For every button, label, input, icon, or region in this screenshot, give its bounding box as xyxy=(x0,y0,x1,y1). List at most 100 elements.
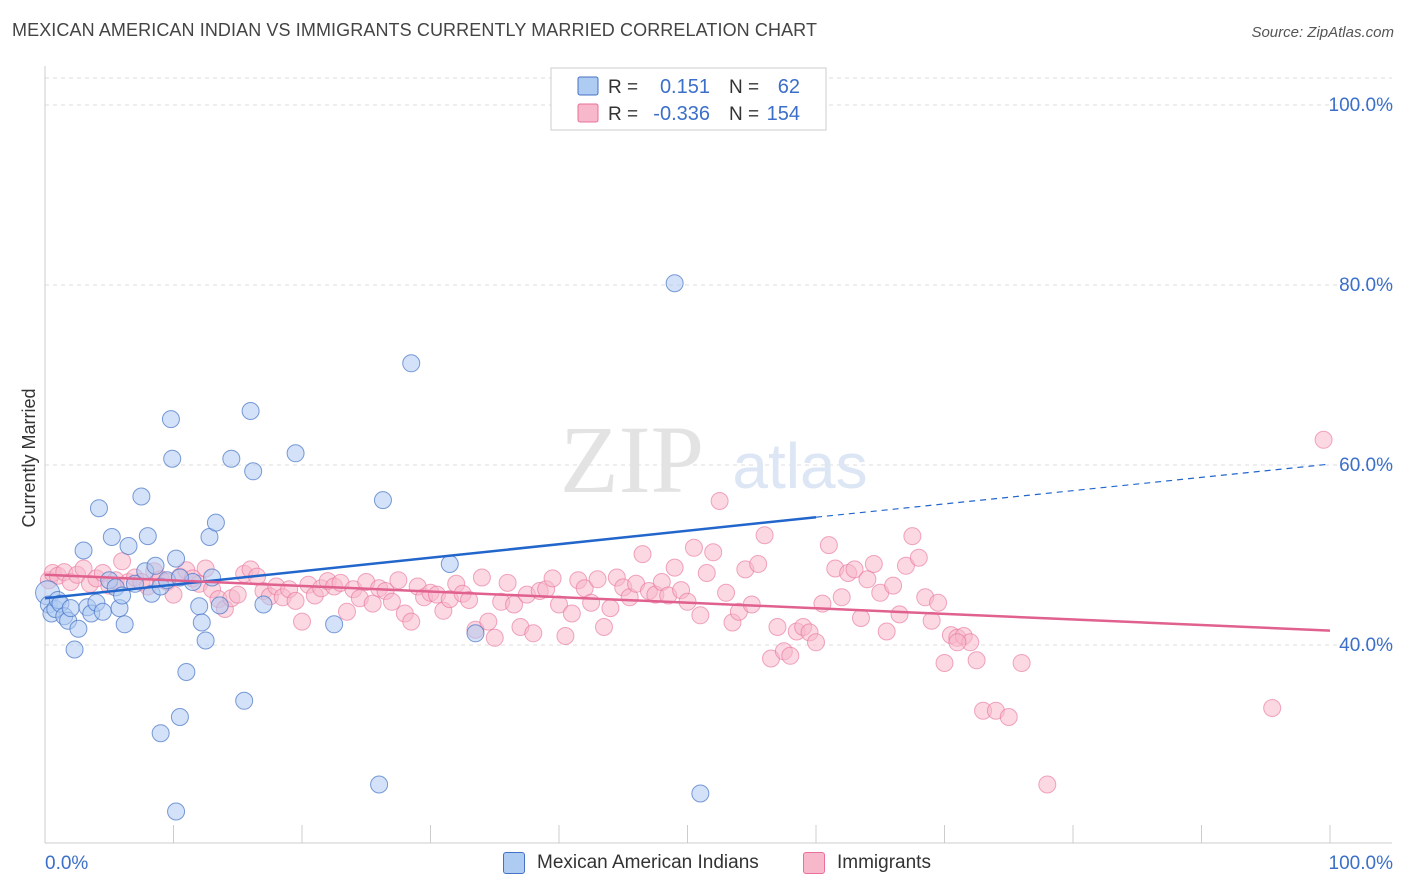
mexican-american-indians-trend-line xyxy=(44,515,817,600)
immigrants-point xyxy=(601,599,620,618)
immigrants-point xyxy=(479,612,498,631)
axes xyxy=(44,66,1392,844)
y-axis-label: Currently Married xyxy=(19,388,39,527)
mexican-american-indians-point xyxy=(146,556,165,575)
bottom-legend: Mexican American Indians Immigrants xyxy=(0,852,1406,878)
immigrants-point xyxy=(498,573,517,592)
mexican-american-indians-point xyxy=(325,615,344,634)
mexican-american-indians-trend-extension xyxy=(815,463,1331,518)
immigrants-point xyxy=(633,545,652,564)
mexican-american-indians-point xyxy=(370,775,389,794)
mexican-american-indians-point xyxy=(222,449,241,468)
immigrants-point xyxy=(819,536,838,555)
immigrants-point xyxy=(556,627,575,645)
mexican-american-indians-point xyxy=(170,708,189,726)
immigrants-point xyxy=(845,560,864,579)
mexican-american-indians-point xyxy=(119,537,138,555)
immigrants-point xyxy=(884,576,903,595)
immigrants-point xyxy=(594,618,613,636)
immigrants-point xyxy=(460,591,479,609)
x-tick-label-max: 100.0% xyxy=(1329,853,1394,874)
y-tick-label: 40.0% xyxy=(1339,635,1393,656)
immigrants-trend-line xyxy=(44,573,1331,632)
immigrants-point xyxy=(768,618,787,636)
mexican-american-indians-point xyxy=(235,691,254,710)
legend-r-value-1: 0.151 xyxy=(660,76,710,98)
mexican-american-indians-point xyxy=(138,527,157,546)
legend-label-immigrants: Immigrants xyxy=(837,852,931,873)
mexican-american-indians-point xyxy=(115,615,134,634)
immigrants-point xyxy=(697,564,716,582)
mexican-american-indians-point xyxy=(210,596,229,615)
legend-r-value-2: -0.336 xyxy=(653,103,710,125)
mexican-american-indians-point xyxy=(102,528,121,546)
immigrants-point xyxy=(524,624,543,643)
immigrants-point xyxy=(1038,775,1057,794)
immigrants-point xyxy=(967,651,986,670)
immigrants-point xyxy=(807,633,825,652)
legend-swatch-mexican-american-indians xyxy=(503,852,525,874)
immigrants-point xyxy=(562,604,581,623)
immigrants-point xyxy=(781,646,800,665)
legend-r-label-2: R = xyxy=(608,104,638,125)
immigrants-point xyxy=(543,569,562,588)
mexican-american-indians-point xyxy=(373,491,392,510)
immigrants-point xyxy=(999,708,1018,726)
x-tick-label-min: 0.0% xyxy=(45,853,88,874)
legend-r-label-1: R = xyxy=(608,77,638,98)
legend-label-mexican-american-indians: Mexican American Indians xyxy=(537,852,759,873)
mexican-american-indians-point xyxy=(161,410,180,429)
immigrants-points xyxy=(39,430,1333,794)
mexican-american-indians-point xyxy=(177,663,196,681)
mexican-american-indians-point xyxy=(167,802,186,821)
mexican-american-indians-point xyxy=(190,597,209,616)
immigrants-point xyxy=(1263,699,1282,717)
immigrants-point xyxy=(389,571,408,590)
legend-swatch-pink xyxy=(577,103,599,123)
mexican-american-indians-point xyxy=(196,631,215,650)
immigrants-point xyxy=(948,633,967,652)
legend-swatch-immigrants xyxy=(803,852,825,874)
immigrants-point xyxy=(337,602,356,621)
immigrants-point xyxy=(755,526,774,545)
immigrants-point xyxy=(903,527,922,546)
watermark-zip: ZIP xyxy=(560,406,704,513)
mexican-american-indians-point xyxy=(167,549,186,568)
immigrants-point xyxy=(929,593,948,612)
immigrants-point xyxy=(684,538,703,557)
stats-legend: R = 0.151 N = 62 R = -0.336 N = 154 xyxy=(550,67,827,131)
legend-item-immigrants[interactable]: Immigrants xyxy=(803,852,931,874)
mexican-american-indians-points xyxy=(35,274,710,821)
immigrants-point xyxy=(1012,654,1031,672)
immigrants-point xyxy=(1314,430,1333,449)
immigrants-point xyxy=(851,609,870,627)
immigrants-point xyxy=(858,570,877,589)
mexican-american-indians-point xyxy=(440,555,459,573)
mexican-american-indians-point xyxy=(93,602,112,621)
immigrants-point xyxy=(363,594,382,613)
watermark-atlas: atlas xyxy=(732,430,867,502)
immigrants-point xyxy=(935,654,954,672)
mexican-american-indians-point xyxy=(89,499,108,518)
legend-n-label-1: N = xyxy=(729,77,759,98)
immigrants-point xyxy=(382,592,401,611)
immigrants-point xyxy=(582,593,601,612)
legend-item-mexican-american-indians[interactable]: Mexican American Indians xyxy=(503,852,759,874)
mexican-american-indians-point xyxy=(69,619,88,638)
immigrants-point xyxy=(691,606,710,625)
mexican-american-indians-point xyxy=(402,354,421,373)
mexican-american-indians-point xyxy=(206,513,225,532)
mexican-american-indians-point xyxy=(286,444,305,463)
mexican-american-indians-point xyxy=(65,640,84,659)
source-credit: Source: ZipAtlas.com xyxy=(1251,24,1394,41)
y-tick-label: 100.0% xyxy=(1329,95,1394,116)
immigrants-point xyxy=(832,588,851,607)
immigrants-point xyxy=(877,622,896,641)
immigrants-point xyxy=(485,628,504,647)
mexican-american-indians-point xyxy=(163,449,182,468)
immigrants-point xyxy=(472,568,491,587)
immigrants-point xyxy=(909,548,928,567)
mexican-american-indians-point xyxy=(61,599,80,618)
immigrants-point xyxy=(890,605,909,624)
